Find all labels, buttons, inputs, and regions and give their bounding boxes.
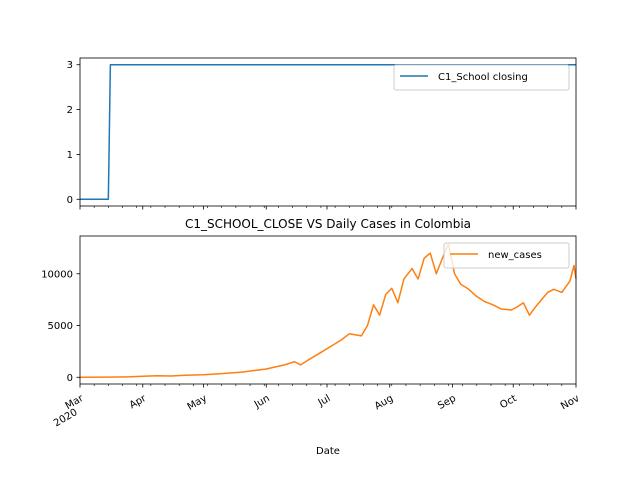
- legend-box: [443, 242, 570, 269]
- x-axis-label: Date: [316, 446, 340, 457]
- school-closing-axes-frame: [79, 57, 577, 207]
- y-tick-label: 10000: [41, 269, 73, 280]
- y-tick-label: 2: [67, 105, 73, 116]
- school-closing-x-axis: [79, 206, 577, 210]
- legend-label-school-closing: C1_School closing: [438, 72, 528, 83]
- y-tick-label: 1: [67, 150, 73, 161]
- y-tick-label: 0: [67, 195, 73, 206]
- y-tick-label: 3: [67, 60, 73, 71]
- school-closing-legend: C1_School closing: [393, 64, 570, 91]
- series-line-new-cases: [79, 243, 577, 379]
- school-closing-panel: 0 1 2 3 C1_School closing: [67, 57, 577, 210]
- series-line-c1-school-closing: [80, 63, 576, 201]
- y-tick-label: 5000: [48, 321, 73, 332]
- new-cases-axes-frame: [79, 235, 577, 385]
- new-cases-marks: [79, 243, 577, 379]
- school-closing-marks: [80, 63, 576, 201]
- legend-label-new-cases: new_cases: [488, 250, 542, 261]
- legend-box: [393, 64, 570, 91]
- chart-title: C1_SCHOOL_CLOSE VS Daily Cases in Colomb…: [185, 217, 471, 231]
- new-cases-legend: new_cases: [443, 242, 570, 269]
- y-tick-label: 0: [67, 373, 73, 384]
- new-cases-y-axis: 0 5000 10000: [41, 269, 80, 384]
- school-closing-y-axis: 0 1 2 3: [67, 60, 80, 206]
